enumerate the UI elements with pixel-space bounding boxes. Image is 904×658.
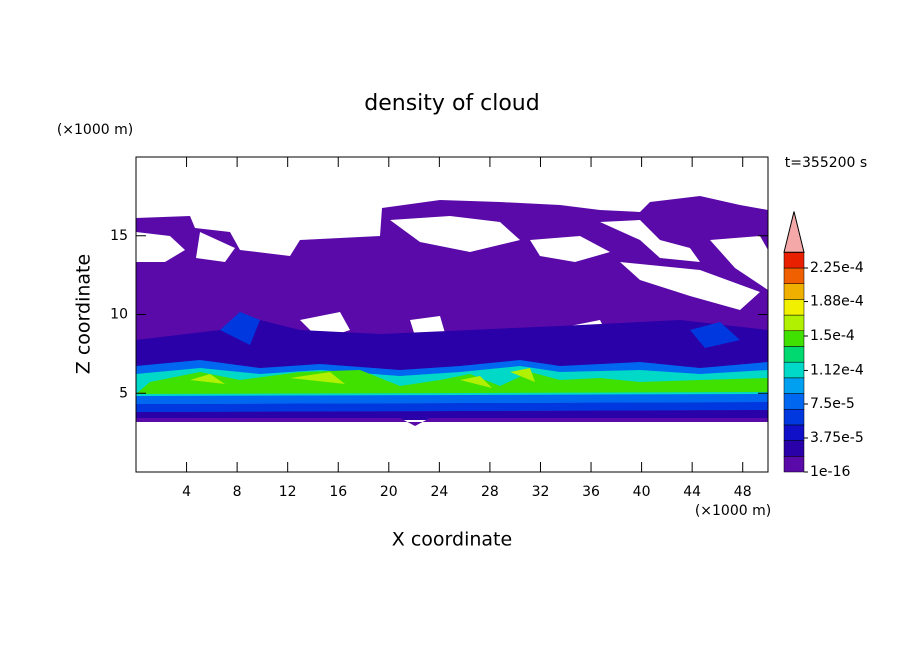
y-axis-label: Z coordinate <box>73 254 95 374</box>
colorbar-extension <box>783 211 805 253</box>
colorbar-label: 1.5e-4 <box>810 328 855 344</box>
colorbar-label: 7.5e-5 <box>810 396 855 412</box>
colorbar-band <box>783 408 805 426</box>
x-tick-label: 12 <box>279 484 297 500</box>
y-unit: (×1000 m) <box>57 122 133 138</box>
colorbar-band <box>783 393 805 410</box>
x-tick-label: 40 <box>633 484 651 500</box>
colorbar-band <box>783 346 805 363</box>
y-tick-label: 10 <box>110 307 128 323</box>
colorbar-band <box>783 330 805 347</box>
x-tick-label: 48 <box>734 484 752 500</box>
x-tick-label: 36 <box>582 484 600 500</box>
colorbar-band <box>783 361 805 379</box>
x-tick-label: 44 <box>683 484 701 500</box>
contour-field <box>136 196 768 426</box>
colorbar-label: 2.25e-4 <box>810 260 864 276</box>
time-label: t=355200 s <box>785 155 867 171</box>
colorbar-label: 1.12e-4 <box>810 362 864 378</box>
x-tick-label: 20 <box>380 484 398 500</box>
x-tick-label: 8 <box>233 484 242 500</box>
x-tick-label: 28 <box>481 484 499 500</box>
colorbar-band <box>783 440 805 457</box>
colorbar-band <box>783 377 805 394</box>
colorbar-band <box>783 424 805 441</box>
colorbar-band <box>783 456 805 473</box>
colorbar-band <box>783 299 805 316</box>
colorbar-band <box>783 314 805 332</box>
colorbar-band <box>783 267 805 284</box>
y-tick-label: 15 <box>110 228 128 244</box>
colorbar-label: 3.75e-5 <box>810 430 864 446</box>
x-tick-label: 24 <box>430 484 448 500</box>
colorbar-label: 1.88e-4 <box>810 294 864 310</box>
x-axis-label: X coordinate <box>392 529 512 551</box>
x-unit: (×1000 m) <box>695 503 771 519</box>
x-tick-label: 16 <box>329 484 347 500</box>
chart-title: density of cloud <box>364 91 539 116</box>
colorbar-band <box>783 252 805 269</box>
x-tick-label: 32 <box>532 484 550 500</box>
x-tick-label: 4 <box>182 484 191 500</box>
y-tick-label: 5 <box>119 385 128 401</box>
colorbar-band <box>783 283 805 300</box>
colorbar-label: 1e-16 <box>810 464 850 480</box>
